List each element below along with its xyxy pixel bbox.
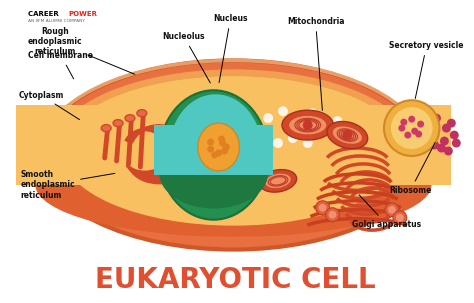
- Circle shape: [263, 113, 273, 123]
- Circle shape: [342, 130, 352, 140]
- Circle shape: [308, 108, 318, 118]
- Circle shape: [415, 131, 422, 138]
- Circle shape: [388, 206, 396, 214]
- Circle shape: [404, 132, 411, 138]
- Circle shape: [444, 147, 453, 155]
- Ellipse shape: [50, 69, 417, 237]
- Circle shape: [303, 138, 313, 148]
- Text: Ribosome: Ribosome: [389, 142, 435, 195]
- Text: POWER: POWER: [68, 11, 97, 17]
- Text: Mitochondria: Mitochondria: [287, 17, 345, 110]
- Text: CAREER: CAREER: [28, 11, 62, 17]
- Circle shape: [273, 138, 283, 148]
- Circle shape: [219, 140, 226, 147]
- Text: Cell membrane: Cell membrane: [28, 51, 93, 79]
- Circle shape: [319, 204, 327, 212]
- Text: Smooth
endoplasmic
reticulum: Smooth endoplasmic reticulum: [20, 170, 115, 200]
- Text: Nucleolus: Nucleolus: [163, 32, 210, 83]
- Circle shape: [385, 203, 399, 217]
- Circle shape: [211, 152, 218, 158]
- Ellipse shape: [259, 170, 297, 192]
- Text: Nucleus: Nucleus: [213, 14, 248, 83]
- Text: EUKARYOTIC CELL: EUKARYOTIC CELL: [95, 266, 376, 295]
- Ellipse shape: [61, 76, 406, 226]
- Ellipse shape: [137, 110, 147, 117]
- Ellipse shape: [333, 126, 362, 144]
- Ellipse shape: [159, 90, 268, 220]
- Ellipse shape: [61, 76, 406, 226]
- Ellipse shape: [327, 122, 368, 149]
- Circle shape: [417, 121, 424, 128]
- Text: Cytoplasm: Cytoplasm: [18, 91, 80, 120]
- Circle shape: [437, 144, 446, 152]
- Circle shape: [215, 149, 222, 156]
- Circle shape: [221, 148, 228, 155]
- Circle shape: [258, 128, 268, 138]
- Circle shape: [328, 211, 337, 219]
- Circle shape: [326, 208, 339, 222]
- Ellipse shape: [113, 120, 123, 127]
- Ellipse shape: [265, 174, 291, 188]
- Circle shape: [207, 145, 214, 152]
- Circle shape: [430, 141, 439, 149]
- Ellipse shape: [101, 125, 111, 132]
- Ellipse shape: [169, 94, 262, 208]
- Circle shape: [408, 116, 415, 123]
- Ellipse shape: [198, 123, 239, 171]
- Ellipse shape: [125, 115, 135, 122]
- Ellipse shape: [289, 116, 326, 134]
- Ellipse shape: [40, 60, 427, 250]
- Ellipse shape: [282, 110, 334, 140]
- Circle shape: [332, 116, 342, 126]
- Circle shape: [293, 120, 303, 130]
- Circle shape: [223, 144, 230, 151]
- Circle shape: [288, 133, 298, 143]
- Circle shape: [450, 131, 459, 140]
- Circle shape: [391, 107, 432, 149]
- Text: Secretory vesicle: Secretory vesicle: [389, 41, 464, 98]
- Circle shape: [393, 211, 407, 225]
- Text: Rough
endoplasmic
reticulum: Rough endoplasmic reticulum: [28, 27, 135, 74]
- Circle shape: [401, 119, 407, 126]
- Circle shape: [303, 120, 313, 130]
- Ellipse shape: [36, 133, 431, 237]
- Circle shape: [427, 128, 436, 138]
- Circle shape: [207, 138, 214, 145]
- Circle shape: [384, 100, 439, 156]
- Circle shape: [432, 114, 441, 123]
- Circle shape: [440, 137, 449, 145]
- Circle shape: [316, 201, 329, 215]
- Circle shape: [442, 124, 451, 133]
- Ellipse shape: [159, 137, 268, 208]
- Circle shape: [398, 125, 405, 132]
- Text: AN IIFM ALUMNI COMPANY: AN IIFM ALUMNI COMPANY: [28, 18, 85, 23]
- Circle shape: [452, 138, 461, 148]
- FancyBboxPatch shape: [16, 105, 451, 185]
- Circle shape: [318, 123, 328, 133]
- Circle shape: [447, 119, 456, 128]
- Circle shape: [411, 128, 418, 135]
- FancyBboxPatch shape: [154, 125, 273, 175]
- Text: Golgi apparatus: Golgi apparatus: [352, 195, 421, 229]
- Circle shape: [218, 135, 225, 142]
- Circle shape: [278, 106, 288, 116]
- Circle shape: [396, 214, 404, 222]
